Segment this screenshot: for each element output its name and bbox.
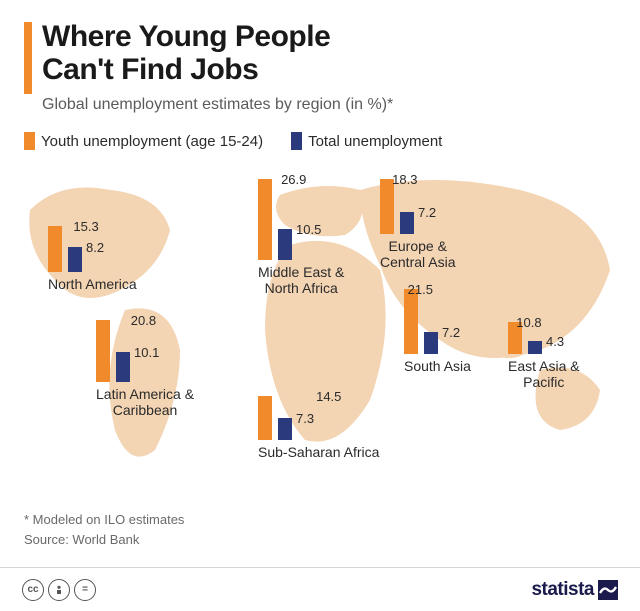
subtitle: Global unemployment estimates by region … [42,96,616,114]
title-line-2: Can't Find Jobs [42,53,258,86]
region-south-asia: 21.5 7.2 South Asia [404,264,471,374]
total-value: 4.3 [546,334,564,349]
cc-icon: cc [22,579,44,601]
total-value: 7.2 [442,325,460,340]
total-value: 7.2 [418,205,436,220]
bars-middle-east-na: 26.9 10.5 [258,170,344,260]
total-bar [528,341,542,354]
bars-latin-america: 20.8 10.1 [96,292,194,382]
youth-value: 14.5 [316,389,341,404]
legend-youth-swatch [24,132,35,150]
youth-bar [404,289,418,354]
youth-bar [258,179,272,260]
region-label: East Asia &Pacific [508,358,580,390]
youth-value: 26.9 [281,172,306,187]
cc-by-icon [48,579,70,601]
region-label: Sub-Saharan Africa [258,444,379,460]
legend-total-swatch [291,132,302,150]
total-bar [68,247,82,272]
total-value: 10.5 [296,222,321,237]
legend-youth-label: Youth unemployment (age 15-24) [41,133,263,150]
statista-logo: statista [531,579,618,601]
region-label: South Asia [404,358,471,374]
region-latin-america: 20.8 10.1 Latin America &Caribbean [96,292,194,418]
total-bar [400,212,414,234]
footer: cc = statista [0,567,640,611]
region-label: Latin America &Caribbean [96,386,194,418]
total-bar [424,332,438,354]
total-value: 10.1 [134,345,159,360]
bars-east-asia: 10.8 4.3 [508,264,580,354]
bars-north-america: 15.3 8.2 [48,182,137,272]
youth-value: 15.3 [73,219,98,234]
statista-wave-icon [598,580,618,600]
youth-bar [96,320,110,382]
legend-youth: Youth unemployment (age 15-24) [24,132,263,150]
cc-nd-icon: = [74,579,96,601]
cc-icons: cc = [22,579,96,601]
region-north-america: 15.3 8.2 North America [48,182,137,292]
youth-value: 10.8 [516,315,541,330]
region-label: Middle East &North Africa [258,264,344,296]
total-value: 8.2 [86,240,104,255]
total-bar [278,418,292,440]
region-europe-ca: 18.37.2Europe &Central Asia [380,144,455,270]
region-middle-east-na: 26.9 10.5 Middle East &North Africa [258,170,344,296]
youth-value: 18.3 [392,172,417,187]
youth-value: 21.5 [408,282,433,297]
footnote-line-1: * Modeled on ILO estimates [24,510,184,530]
youth-bar [380,179,394,234]
title-line-1: Where Young People [42,20,330,53]
region-sub-saharan: 14.57.3 Sub-Saharan Africa [258,350,379,460]
youth-bar [48,226,62,272]
accent-bar [24,22,32,94]
page-title: Where Young People Can't Find Jobs [42,20,616,86]
total-value: 7.3 [296,411,314,426]
map-area: 15.3 8.2 North America 20.8 10.1 Latin Americ… [0,170,640,500]
legend: Youth unemployment (age 15-24) Total une… [24,132,616,150]
bars-south-asia: 21.5 7.2 [404,264,471,354]
bars-europe-ca: 18.3 7.2 [380,144,455,234]
total-bar [278,229,292,260]
youth-value: 20.8 [131,313,156,328]
bars-sub-saharan: 14.57.3 [258,350,379,440]
total-bar [116,352,130,382]
statista-text: statista [531,579,594,601]
youth-bar [258,396,272,440]
region-label: North America [48,276,137,292]
footnote: * Modeled on ILO estimates Source: World… [24,510,184,549]
footnote-line-2: Source: World Bank [24,530,184,550]
region-east-asia: 10.8 4.3 East Asia &Pacific [508,264,580,390]
